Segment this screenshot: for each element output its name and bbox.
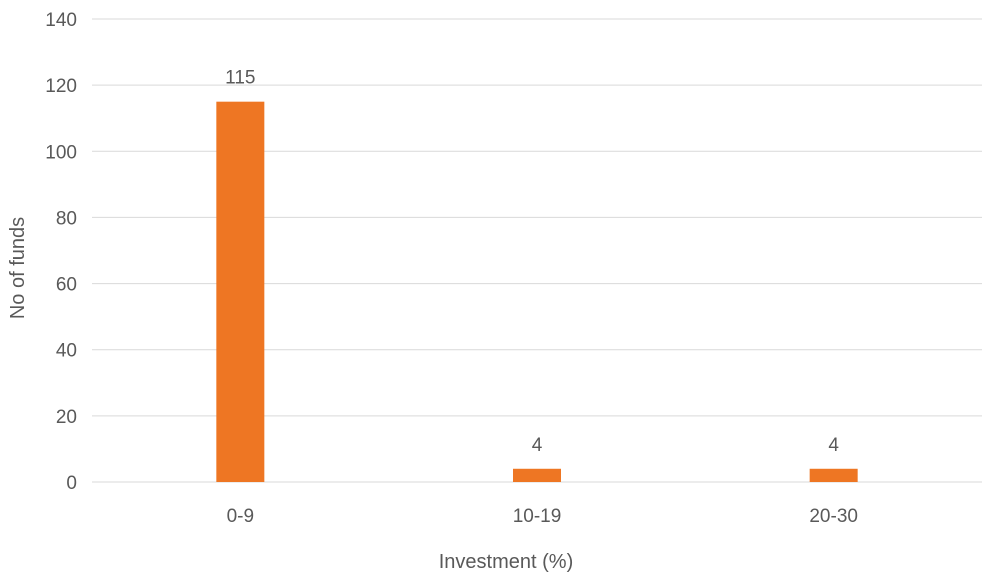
data-label: 4: [532, 435, 543, 456]
x-axis-ticks: 0-9 10-19 20-30: [227, 506, 858, 527]
y-tick-label: 0: [66, 473, 77, 494]
y-tick-label: 80: [56, 208, 77, 229]
y-tick-label: 60: [56, 275, 77, 296]
data-label: 115: [225, 68, 255, 89]
x-axis-title: Investment (%): [439, 551, 573, 573]
x-tick-label: 20-30: [809, 506, 858, 527]
x-tick-label: 0-9: [227, 506, 254, 527]
y-tick-label: 20: [56, 407, 77, 428]
bar-0-9: [216, 101, 265, 482]
y-axis-ticks: 0 20 40 60 80 100 120 140: [45, 10, 77, 494]
y-tick-label: 40: [56, 341, 77, 362]
y-tick-label: 100: [45, 142, 77, 163]
data-label: 4: [828, 435, 839, 456]
bars: 115 4 4: [216, 68, 858, 482]
bar-20-30: [809, 468, 858, 482]
x-tick-label: 10-19: [513, 506, 562, 527]
y-tick-label: 140: [45, 10, 77, 31]
bar-10-19: [513, 468, 561, 482]
y-axis-title: No of funds: [7, 217, 29, 319]
y-tick-label: 120: [45, 76, 77, 97]
